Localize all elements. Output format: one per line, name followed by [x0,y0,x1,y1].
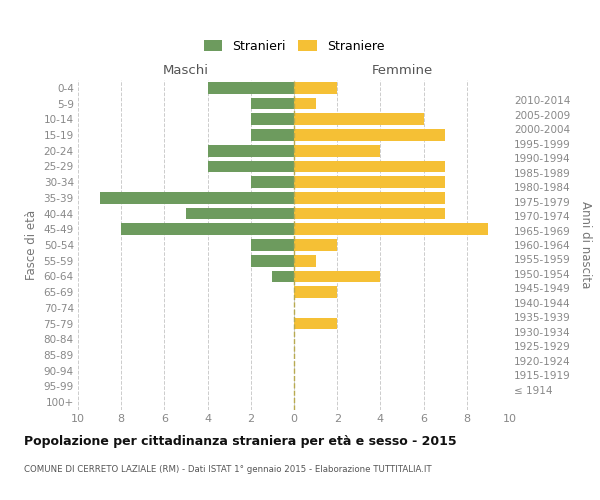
Bar [186,208,294,220]
Text: Maschi: Maschi [163,64,209,77]
Bar [294,318,337,330]
Bar [294,176,445,188]
Bar [294,224,488,235]
Bar [208,145,294,156]
Bar [251,176,294,188]
Bar [294,98,316,110]
Bar [251,255,294,266]
Text: Femmine: Femmine [371,64,433,77]
Bar [272,270,294,282]
Bar [251,129,294,141]
Bar [294,270,380,282]
Bar [294,286,337,298]
Bar [294,160,445,172]
Y-axis label: Anni di nascita: Anni di nascita [579,202,592,288]
Text: COMUNE DI CERRETO LAZIALE (RM) - Dati ISTAT 1° gennaio 2015 - Elaborazione TUTTI: COMUNE DI CERRETO LAZIALE (RM) - Dati IS… [24,465,431,474]
Bar [294,114,424,125]
Bar [294,192,445,204]
Bar [121,224,294,235]
Bar [294,239,337,251]
Bar [251,98,294,110]
Bar [294,208,445,220]
Legend: Stranieri, Straniere: Stranieri, Straniere [203,40,385,53]
Bar [294,145,380,156]
Bar [208,82,294,94]
Bar [100,192,294,204]
Bar [294,129,445,141]
Bar [251,239,294,251]
Text: Popolazione per cittadinanza straniera per età e sesso - 2015: Popolazione per cittadinanza straniera p… [24,435,457,448]
Bar [208,160,294,172]
Bar [294,82,337,94]
Bar [294,255,316,266]
Y-axis label: Fasce di età: Fasce di età [25,210,38,280]
Bar [251,114,294,125]
